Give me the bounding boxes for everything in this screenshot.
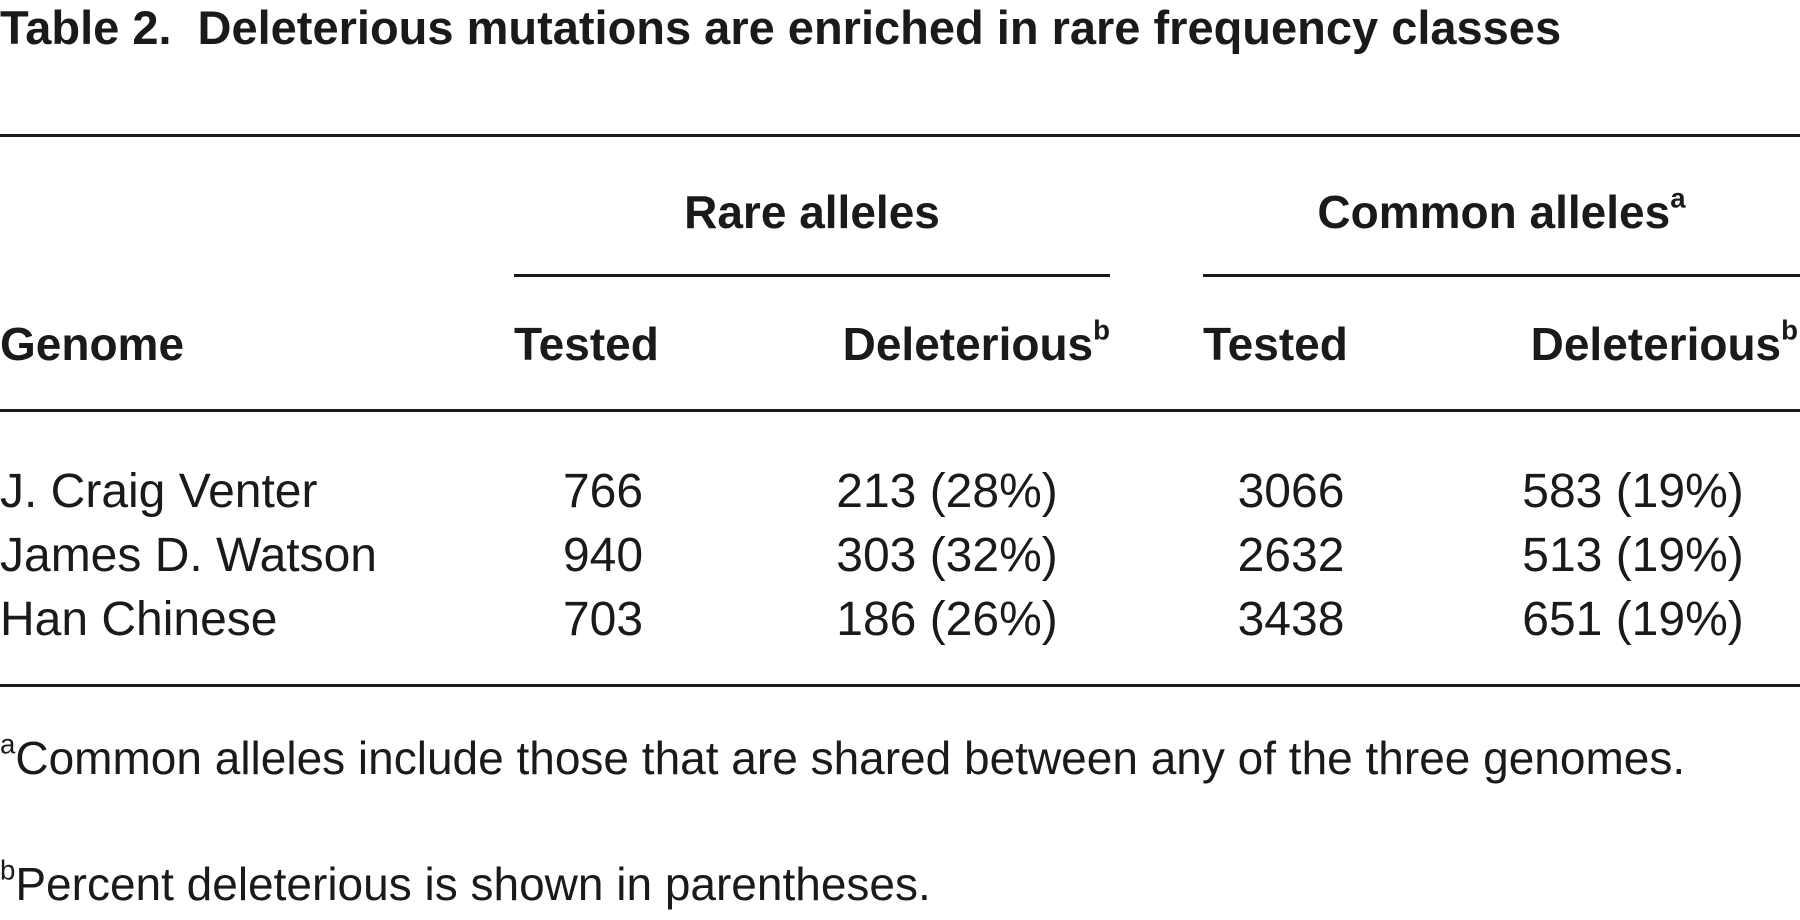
header-rule bbox=[0, 409, 1800, 412]
table-cell: 2632 bbox=[1237, 529, 1345, 582]
footnote-mark: b bbox=[1781, 314, 1798, 346]
footnote-mark: a bbox=[1670, 182, 1686, 214]
footnote: bPercent deleterious is shown in parenth… bbox=[0, 852, 1800, 916]
table-cell: 651 (19%) bbox=[1522, 593, 1744, 646]
group-rule bbox=[514, 274, 1110, 277]
footnote-text: Percent deleterious is shown in parenthe… bbox=[15, 858, 931, 910]
footnote-mark: a bbox=[0, 728, 16, 760]
column-header: Genome bbox=[0, 318, 185, 370]
title-text: Deleterious mutations are enriched in ra… bbox=[197, 1, 1562, 54]
column-header: Tested bbox=[514, 318, 659, 370]
row-label: Han Chinese bbox=[0, 593, 278, 646]
column-header: Deleteriousb bbox=[710, 316, 1110, 372]
table-cell: 583 (19%) bbox=[1522, 465, 1744, 518]
footnote-text: Common alleles include those that are sh… bbox=[15, 732, 1686, 784]
group-rule bbox=[1203, 274, 1800, 277]
footnote-mark: b bbox=[0, 854, 16, 886]
column-header: Deleteriousb bbox=[1398, 316, 1798, 372]
footnote-mark: b bbox=[1093, 314, 1110, 346]
footnote: aCommon alleles include those that are s… bbox=[0, 726, 1800, 790]
table-cell: 213 (28%) bbox=[836, 465, 1058, 518]
table-cell: 703 bbox=[562, 593, 644, 646]
table-cell: 3066 bbox=[1237, 465, 1345, 518]
group-text: Common alleles bbox=[1317, 186, 1671, 238]
bottom-rule bbox=[0, 684, 1800, 687]
row-label: J. Craig Venter bbox=[0, 465, 318, 518]
column-text: Deleterious bbox=[1530, 318, 1782, 370]
row-label: James D. Watson bbox=[0, 529, 377, 582]
table-cell: 513 (19%) bbox=[1522, 529, 1744, 582]
column-text: Deleterious bbox=[842, 318, 1094, 370]
column-header: Tested bbox=[1203, 318, 1348, 370]
table-title: Table 2. Deleterious mutations are enrich… bbox=[0, 0, 1800, 56]
table-cell: 766 bbox=[562, 465, 644, 518]
table-cell: 940 bbox=[562, 529, 644, 582]
top-rule bbox=[0, 134, 1800, 137]
table-cell: 186 (26%) bbox=[836, 593, 1058, 646]
table-label: Table 2. bbox=[0, 1, 172, 54]
group-header: Common allelesa bbox=[1203, 184, 1800, 240]
table-cell: 303 (32%) bbox=[836, 529, 1058, 582]
group-header: Rare alleles bbox=[514, 184, 1110, 240]
group-text: Rare alleles bbox=[684, 186, 940, 238]
table-cell: 3438 bbox=[1237, 593, 1345, 646]
